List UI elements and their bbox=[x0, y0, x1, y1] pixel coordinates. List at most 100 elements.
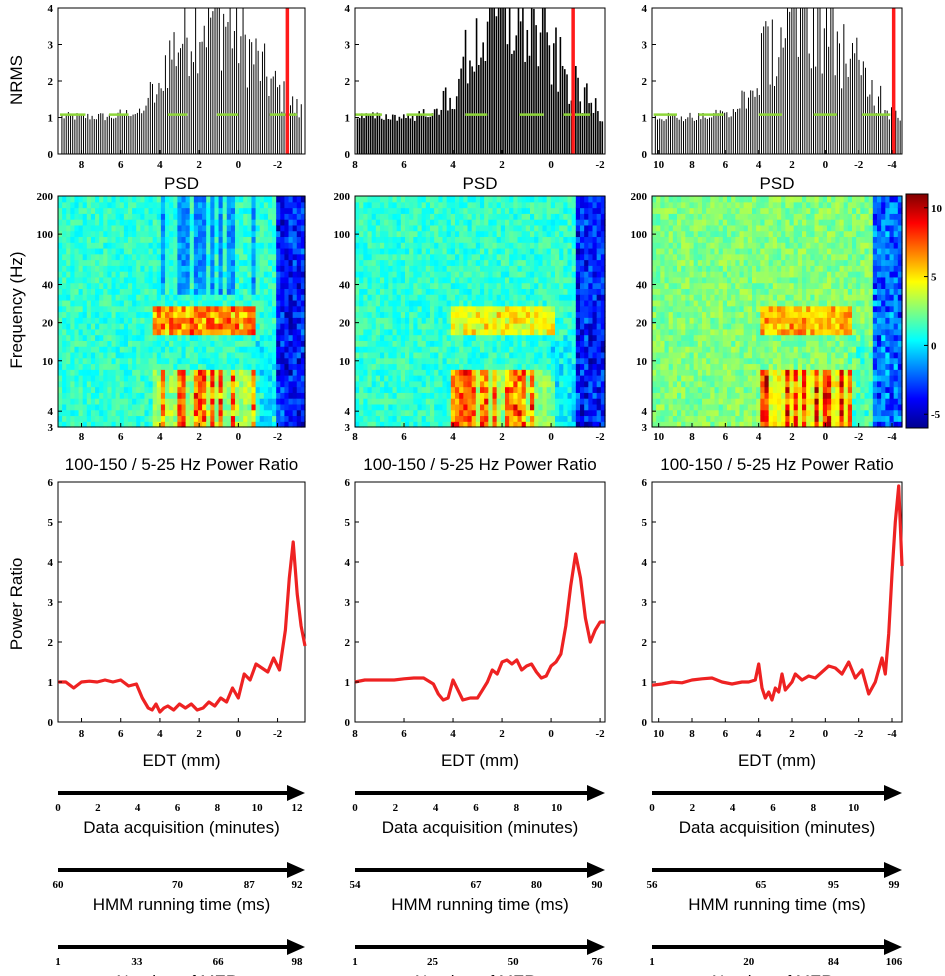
ratio-xtick-label: 0 bbox=[548, 728, 554, 740]
spectrogram-ytick-label: 200 bbox=[37, 191, 54, 203]
nrms-xtick-label: 2 bbox=[789, 159, 795, 171]
arrow-axis-label: Data acquisition (minutes) bbox=[83, 818, 280, 837]
ratio-xlabel: EDT (mm) bbox=[441, 751, 519, 770]
spectrogram-xtick-label: -4 bbox=[887, 431, 897, 443]
ratio-xlabel: EDT (mm) bbox=[142, 751, 220, 770]
ratio-xtick-label: -2 bbox=[273, 728, 283, 740]
colorbar-tick-label: 5 bbox=[931, 272, 937, 284]
nrms-bars bbox=[356, 8, 604, 154]
arrow-axis-tick-label: 70 bbox=[172, 879, 184, 891]
ratio-xtick-label: 0 bbox=[823, 728, 829, 740]
ratio-ytick-label: 2 bbox=[345, 637, 351, 649]
nrms-ytick-label: 3 bbox=[48, 40, 54, 52]
nrms-xtick-label: 4 bbox=[450, 159, 456, 171]
ratio-ytick-label: 1 bbox=[642, 677, 648, 689]
arrow-head-icon bbox=[884, 785, 902, 801]
arrow-axis-label: HMM running time (ms) bbox=[688, 895, 866, 914]
arrow-axis: 1 33 66 98 Number of MERs bbox=[55, 939, 305, 976]
nrms-xtick-label: -2 bbox=[596, 159, 606, 171]
arrow-axis-tick-label: 8 bbox=[215, 802, 221, 814]
ratio-xtick-label: 8 bbox=[79, 728, 85, 740]
arrow-head-icon bbox=[287, 785, 305, 801]
nrms-ytick-label: 1 bbox=[48, 113, 54, 125]
ratio-ytick-label: 4 bbox=[48, 557, 54, 569]
nrms-xtick-label: 4 bbox=[756, 159, 762, 171]
arrow-axis-tick-label: 33 bbox=[131, 956, 143, 968]
nrms-xtick-label: 8 bbox=[689, 159, 695, 171]
nrms-xtick-label: 0 bbox=[236, 159, 242, 171]
ratio-series-line bbox=[354, 552, 605, 702]
spectrogram-ytick-label: 40 bbox=[42, 280, 54, 292]
nrms-xlabel: PSD bbox=[463, 174, 498, 193]
arrow-axis: 60 70 87 92 HMM running time (ms) bbox=[53, 862, 305, 914]
arrow-axis-tick-label: 87 bbox=[244, 879, 256, 891]
arrow-axis: 0 2 4 6 8 10 Data acquisition (minutes) bbox=[352, 785, 605, 837]
arrow-axis-tick-label: 0 bbox=[649, 802, 655, 814]
ratio-xtick-label: 2 bbox=[196, 728, 202, 740]
arrow-axis-tick-label: 99 bbox=[889, 879, 901, 891]
nrms-xlabel: PSD bbox=[164, 174, 199, 193]
arrow-axis-label: HMM running time (ms) bbox=[93, 895, 271, 914]
arrow-axis-tick-label: 2 bbox=[690, 802, 696, 814]
nrms-xtick-label: 6 bbox=[401, 159, 407, 171]
nrms-ytick-label: 3 bbox=[345, 40, 351, 52]
nrms-ytick-label: 2 bbox=[48, 76, 54, 88]
nrms-xtick-label: -2 bbox=[854, 159, 864, 171]
arrow-axis-tick-label: 56 bbox=[647, 879, 659, 891]
nrms-chart: 0 1 2 3 4 8 6 4 2 0 -2 PSD bbox=[48, 3, 306, 193]
ratio-ytick-label: 1 bbox=[48, 677, 54, 689]
arrow-axis: 1 25 50 76 Number of MERs bbox=[352, 939, 605, 976]
ratio-xtick-label: -4 bbox=[887, 728, 897, 740]
arrow-axis: 0 2 4 6 8 10 Data acquisition (minutes) bbox=[649, 785, 902, 837]
ratio-ytick-label: 1 bbox=[345, 677, 351, 689]
ratio-ytick-label: 5 bbox=[48, 517, 54, 529]
nrms-chart: 0 1 2 3 4 8 6 4 2 0 -2 PSD bbox=[345, 3, 606, 193]
nrms-ytick-label: 2 bbox=[642, 76, 648, 88]
arrow-axis-tick-label: 0 bbox=[55, 802, 61, 814]
arrow-axis-tick-label: 90 bbox=[592, 879, 604, 891]
ratio-ytick-label: 6 bbox=[345, 477, 351, 489]
nrms-ylabel: NRMS bbox=[7, 55, 26, 105]
arrow-axis-tick-label: 10 bbox=[551, 802, 563, 814]
arrow-axis-tick-label: 80 bbox=[531, 879, 543, 891]
spectrogram-xtick-label: 2 bbox=[789, 431, 795, 443]
ratio-title: 100-150 / 5-25 Hz Power Ratio bbox=[660, 455, 893, 474]
spectrogram-ytick-label: 100 bbox=[37, 229, 54, 241]
spectrogram-ytick-label: 3 bbox=[345, 422, 351, 434]
ratio-xtick-label: 8 bbox=[689, 728, 695, 740]
spectrogram-xtick-label: 6 bbox=[401, 431, 407, 443]
ratio-ytick-label: 5 bbox=[642, 517, 648, 529]
arrow-axis-tick-label: 10 bbox=[848, 802, 860, 814]
ratio-xtick-label: 4 bbox=[756, 728, 762, 740]
arrow-axis-tick-label: 54 bbox=[350, 879, 362, 891]
spectrogram-ytick-label: 10 bbox=[42, 356, 54, 368]
nrms-plot-area bbox=[58, 8, 305, 154]
nrms-ytick-label: 0 bbox=[642, 149, 648, 161]
arrow-axis-label: Number of MERs bbox=[415, 972, 545, 976]
ratio-series-line bbox=[58, 540, 307, 714]
nrms-ytick-label: 4 bbox=[642, 3, 648, 15]
arrow-axis-tick-label: 6 bbox=[175, 802, 181, 814]
arrow-head-icon bbox=[884, 862, 902, 878]
nrms-xtick-label: 2 bbox=[499, 159, 505, 171]
spectrogram-xtick-label: 4 bbox=[157, 431, 163, 443]
spectrogram-ytick-label: 3 bbox=[642, 422, 648, 434]
spectrogram-xtick-label: 8 bbox=[352, 431, 358, 443]
spectrogram-xtick-label: 4 bbox=[756, 431, 762, 443]
arrow-axis-tick-label: 8 bbox=[514, 802, 520, 814]
nrms-xtick-label: 6 bbox=[723, 159, 729, 171]
nrms-ytick-label: 3 bbox=[642, 40, 648, 52]
colorbar-tick-label: 0 bbox=[931, 340, 937, 352]
ratio-ytick-label: 2 bbox=[642, 637, 648, 649]
spectrogram-xtick-label: 8 bbox=[689, 431, 695, 443]
ratio-xlabel: EDT (mm) bbox=[738, 751, 816, 770]
nrms-ytick-label: 1 bbox=[642, 113, 648, 125]
arrow-axis-label: Data acquisition (minutes) bbox=[679, 818, 876, 837]
arrow-axis-tick-label: 67 bbox=[471, 879, 483, 891]
nrms-ytick-label: 2 bbox=[345, 76, 351, 88]
nrms-xtick-label: 8 bbox=[352, 159, 358, 171]
arrow-axis-label: Number of MERs bbox=[712, 972, 842, 976]
spectrogram-ytick-label: 4 bbox=[642, 406, 648, 418]
